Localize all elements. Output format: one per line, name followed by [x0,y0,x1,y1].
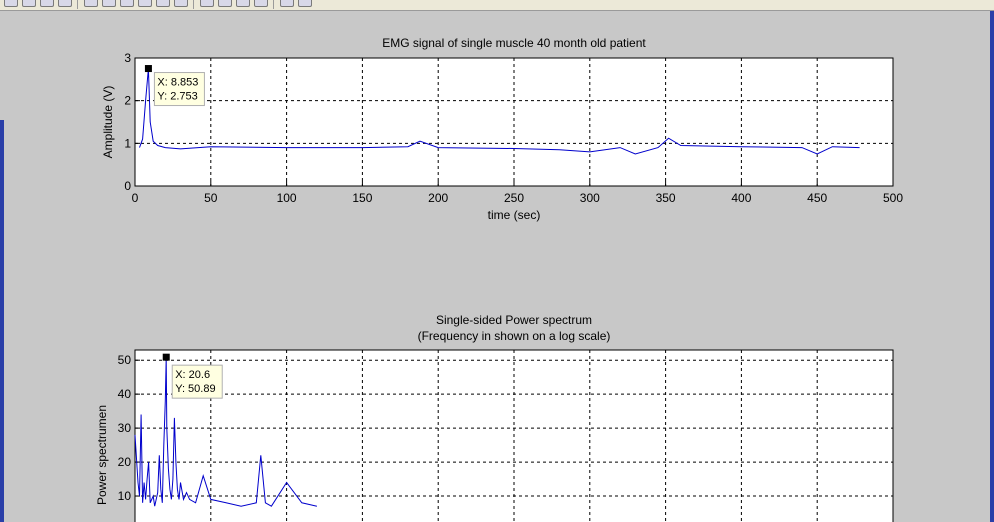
spectrum-y-tick-label: 10 [118,489,132,503]
emg-x-tick-label: 300 [580,191,600,205]
toolbar-separator [77,0,78,9]
emg-x-tick-label: 500 [883,191,903,205]
spectrum-y-tick-label: 30 [118,421,132,435]
emg-title: EMG signal of single muscle 40 month old… [382,36,646,50]
spectrum-y-tick-label: 50 [118,353,132,367]
spectrum-ylabel: Power spectrumen [95,405,109,505]
emg-y-tick-label: 3 [124,51,131,65]
hide-plot-tools-button[interactable] [280,0,294,7]
spectrum-datatip-y: Y: 50.89 [175,383,215,395]
print-figure-button[interactable] [58,0,72,7]
spectrum-y-tick-label: 40 [118,387,132,401]
spectrum-y-tick-label: 20 [118,455,132,469]
emg-x-tick-label: 200 [428,191,448,205]
emg-x-tick-label: 250 [504,191,524,205]
right-window-edge [990,11,994,522]
emg-plot-area [134,57,894,187]
emg-grid [135,58,893,186]
data-cursor-button[interactable] [174,0,188,7]
emg-x-tick-label: 350 [656,191,676,205]
link-plot-button[interactable] [218,0,232,7]
emg-signal-line [139,68,860,155]
emg-x-tick-label: 100 [277,191,297,205]
power-spectrum-axes: 10 20 30 40 50 Single-sided Power spectrum (… [95,313,894,522]
colorbar-button[interactable] [236,0,250,7]
spectrum-datatip-marker[interactable] [162,353,170,361]
emg-datatip-x: X: 8.853 [157,77,198,89]
spectrum-title: Single-sided Power spectrum [436,313,592,327]
emg-y-tick-label: 0 [124,179,131,193]
zoom-in-button[interactable] [102,0,116,7]
emg-datatip-marker[interactable] [144,65,152,73]
emg-datatip-box [153,72,205,107]
power-spectrum-line [134,357,318,507]
new-figure-button[interactable] [4,0,18,7]
emg-x-tick-label: 150 [352,191,372,205]
show-plot-tools-button[interactable] [298,0,312,7]
figure-toolbar [0,0,994,11]
rotate-3d-button[interactable] [156,0,170,7]
emg-datatip[interactable]: X: 8.853 Y: 2.753 [153,72,205,107]
toolbar-separator [273,0,274,9]
spectrum-ticks: 10 20 30 40 50 [118,353,140,503]
spectrum-datatip-x: X: 20.6 [175,369,210,381]
emg-signal-axes: 0 50 100 150 200 250 300 350 400 450 500 0 1 2 3 EMG s… [101,36,903,222]
brush-button[interactable] [200,0,214,7]
emg-datatip-y: Y: 2.753 [157,91,197,103]
emg-ylabel: Amplitude (V) [101,86,115,159]
emg-y-tick-label: 1 [124,136,131,150]
save-figure-button[interactable] [40,0,54,7]
edit-plot-button[interactable] [84,0,98,7]
emg-x-tick-label: 50 [204,191,218,205]
left-window-edge [0,120,4,522]
emg-x-tick-label: 450 [807,191,827,205]
zoom-out-button[interactable] [120,0,134,7]
emg-xlabel: time (sec) [488,208,541,222]
toolbar-separator [193,0,194,9]
legend-button[interactable] [254,0,268,7]
emg-ticks: 0 50 100 150 200 250 300 350 400 450 500 0 1 2 3 [124,51,903,205]
open-file-button[interactable] [22,0,36,7]
spectrum-subtitle: (Frequency in shown on a log scale) [418,329,611,343]
emg-x-tick-label: 400 [731,191,751,205]
emg-x-tick-label: 0 [132,191,139,205]
emg-y-tick-label: 2 [124,94,131,108]
pan-button[interactable] [138,0,152,7]
spectrum-datatip[interactable]: X: 20.6 Y: 50.89 [171,364,223,399]
spectrum-datatip-box [171,364,223,399]
